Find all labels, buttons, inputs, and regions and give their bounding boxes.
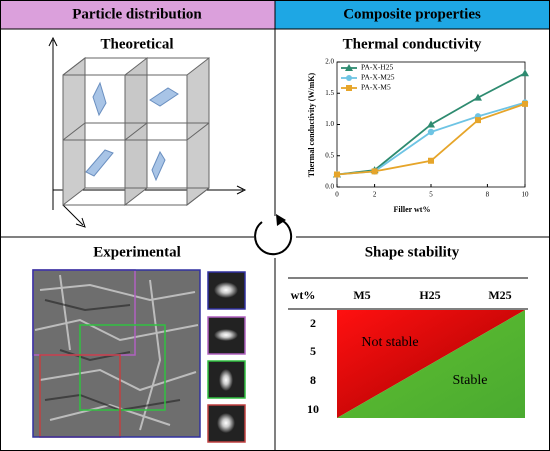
header-right-bg	[275, 0, 550, 29]
thumbnails	[207, 271, 246, 443]
x-tick-label: 2	[373, 191, 377, 199]
x-tick-label: 10	[522, 191, 530, 199]
x-tick-label: 0	[335, 191, 339, 199]
marker	[474, 93, 482, 101]
marker	[371, 168, 378, 175]
cube-drawing	[48, 36, 247, 228]
y-axis-label: Thermal conductivity (W/mK)	[307, 72, 316, 177]
marker	[427, 120, 435, 128]
y-tick-label: 0.0	[325, 183, 334, 191]
legend-label: PA-X-H25	[361, 63, 393, 72]
marker	[475, 117, 481, 124]
stable-region	[337, 310, 525, 418]
legend-marker	[346, 75, 352, 81]
chart: 0.0 0.5 1.0 1.5 2.0 0 2 5 8 10 PA-X-H25PA-X-M25PA-…	[325, 58, 529, 199]
cycle-bg	[254, 216, 296, 258]
y-tick-label: 1.5	[325, 89, 334, 97]
header-left-bg	[0, 0, 275, 29]
x-axis-label: Filler wt%	[394, 205, 431, 214]
panel-title: Theoretical	[100, 36, 173, 52]
marker	[522, 100, 528, 107]
sem-image	[32, 269, 201, 438]
x-tick-label: 5	[429, 191, 433, 199]
legend-label: PA-X-M25	[361, 73, 395, 82]
region-label: Stable	[453, 373, 488, 388]
x-tick-label: 8	[486, 191, 490, 199]
cycle-arrowhead	[276, 214, 286, 226]
column-header: H25	[419, 288, 440, 302]
legend-label: PA-X-M5	[361, 83, 391, 92]
marker	[428, 157, 434, 164]
legend-marker	[346, 85, 352, 91]
y-tick-label: 0.5	[325, 151, 334, 159]
marker	[427, 128, 435, 136]
column-header: M25	[488, 288, 511, 302]
table: wt% M5 H25 M25 2 5 8 10	[291, 288, 512, 416]
region-label: Not stable	[361, 335, 418, 350]
row-header: 10	[307, 402, 319, 416]
y-tick-label: 1.0	[325, 120, 334, 128]
panel-title: Shape stability	[365, 244, 460, 260]
header-left: Particle distribution	[72, 6, 202, 22]
row-header: 8	[310, 373, 316, 387]
column-header: M5	[353, 288, 370, 302]
header-right: Composite properties	[343, 6, 481, 22]
series-line	[336, 103, 526, 176]
chart-title: Thermal conductivity	[343, 36, 482, 52]
legend-marker	[345, 64, 353, 71]
row-header: 5	[310, 344, 316, 358]
marker	[521, 69, 529, 77]
row-header: 2	[310, 316, 316, 330]
panel-title: Experimental	[93, 244, 181, 260]
column-header: wt%	[291, 288, 316, 302]
marker	[334, 171, 340, 178]
cycle-arrow	[254, 219, 293, 256]
y-tick-label: 2.0	[325, 58, 334, 66]
